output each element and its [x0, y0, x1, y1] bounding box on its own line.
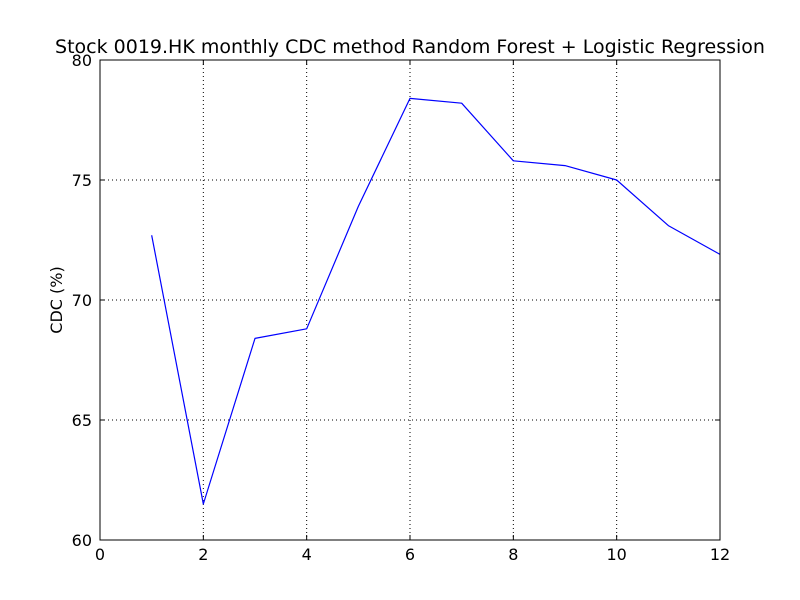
y-tick-label: 60	[72, 531, 92, 550]
x-tick-label: 10	[606, 545, 626, 564]
series-layer	[151, 97, 721, 505]
x-tick-label: 6	[405, 545, 415, 564]
y-axis-label: CDC (%)	[47, 266, 66, 333]
chart-title: Stock 0019.HK monthly CDC method Random …	[55, 36, 765, 58]
x-tick-label: 0	[95, 545, 105, 564]
x-tick-label: 4	[302, 545, 312, 564]
x-tick-label: 8	[508, 545, 518, 564]
y-tick-label: 70	[72, 291, 92, 310]
y-tick-label: 80	[72, 51, 92, 70]
x-tick-label: 12	[710, 545, 730, 564]
tick-labels: 0 2 4 6 8 10 12 60 65 70 75 80	[72, 51, 731, 564]
ticks	[99, 59, 721, 541]
series-line-0	[151, 97, 721, 505]
y-tick-label: 65	[72, 411, 92, 430]
x-tick-label: 2	[198, 545, 208, 564]
y-tick-label: 75	[72, 171, 92, 190]
